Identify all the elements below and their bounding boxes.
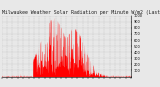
Text: Milwaukee Weather Solar Radiation per Minute W/m2 (Last 24 Hours): Milwaukee Weather Solar Radiation per Mi…: [2, 10, 160, 15]
